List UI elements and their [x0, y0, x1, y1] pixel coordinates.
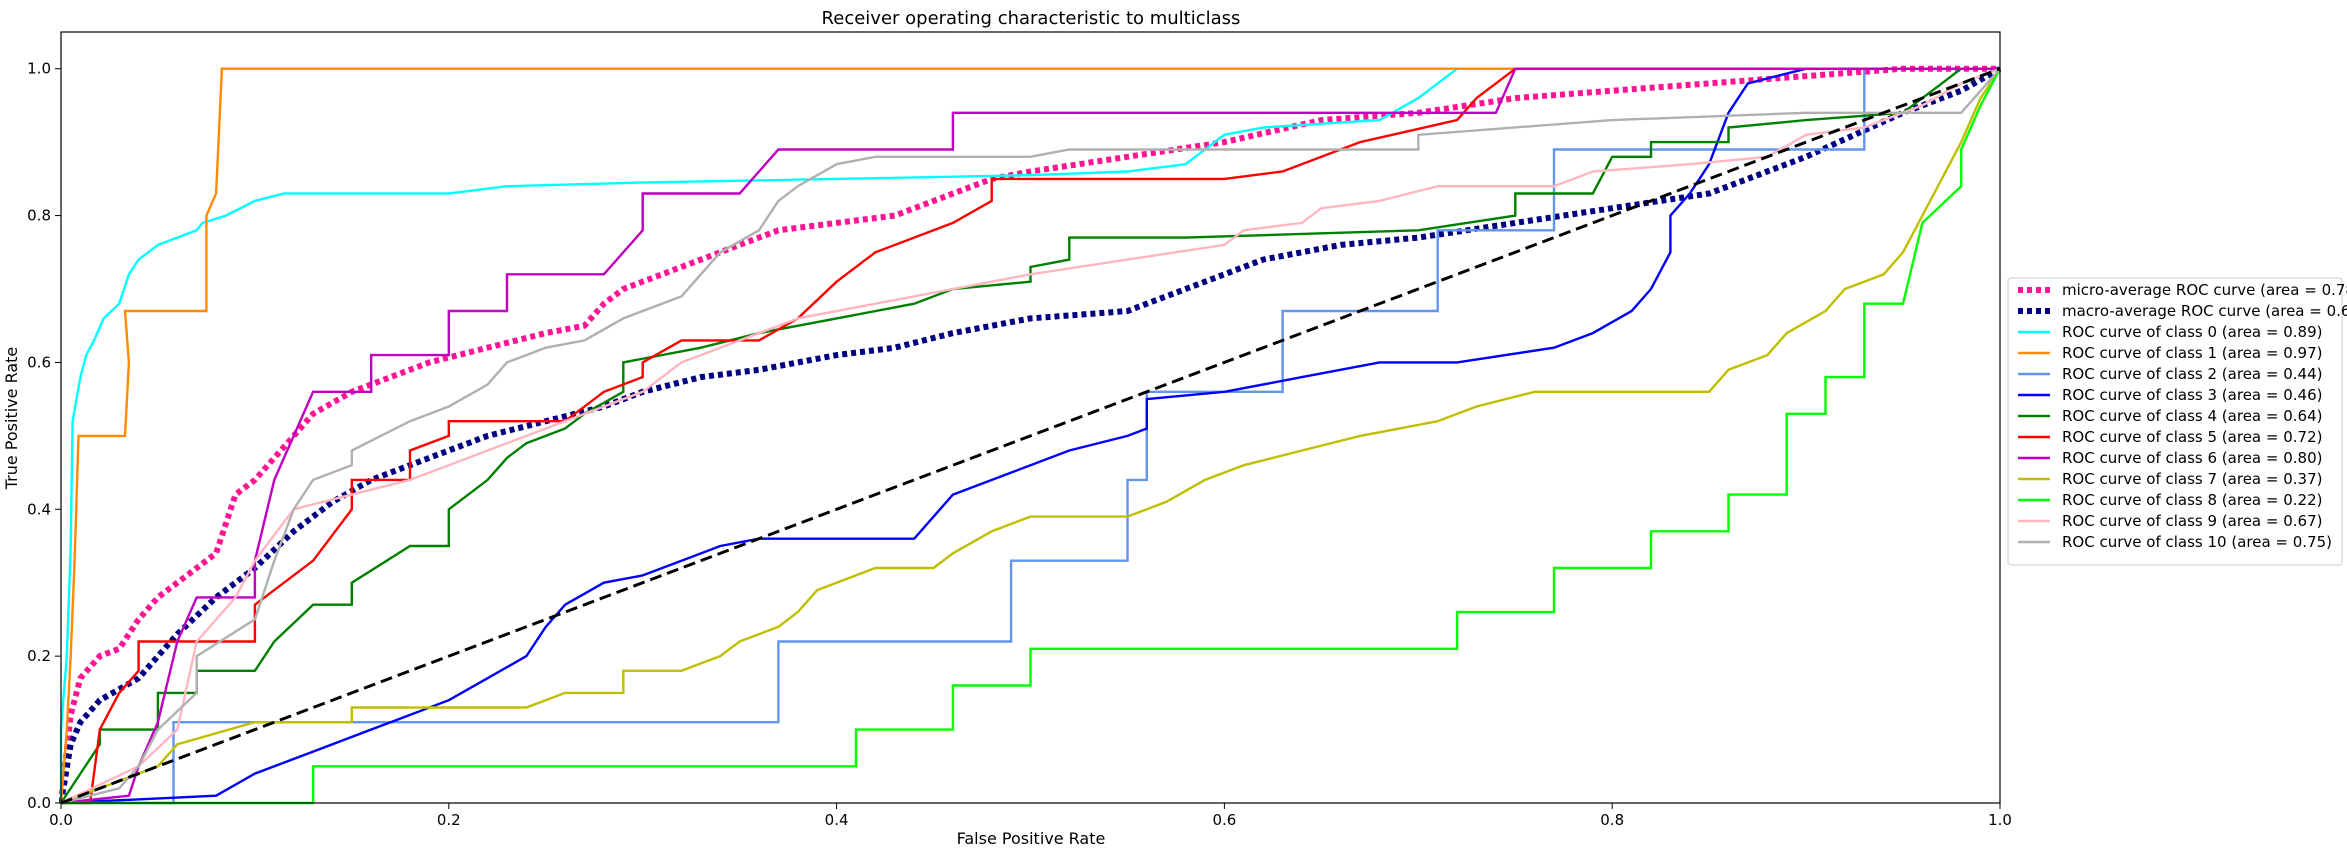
- x-axis-label: False Positive Rate: [957, 829, 1106, 848]
- legend-entry: ROC curve of class 2 (area = 0.44): [2062, 365, 2322, 383]
- y-tick-label: 0.8: [27, 207, 51, 225]
- series-line-0: [59, 65, 2000, 804]
- legend-entry: ROC curve of class 7 (area = 0.37): [2062, 470, 2322, 488]
- legend-entry: ROC curve of class 0 (area = 0.89): [2062, 323, 2322, 341]
- legend-entry: ROC curve of class 3 (area = 0.46): [2062, 386, 2322, 404]
- legend-entry: macro-average ROC curve (area = 0.63): [2062, 302, 2347, 320]
- series-line-1: [59, 66, 2002, 804]
- legend-entry: ROC curve of class 6 (area = 0.80): [2062, 449, 2322, 467]
- series-line-3: [59, 67, 2000, 804]
- x-tick-label: 1.0: [1988, 811, 2012, 829]
- legend-entry: ROC curve of class 8 (area = 0.22): [2062, 491, 2322, 509]
- legend-box: [2007, 277, 2343, 566]
- plot-frame: [60, 31, 2001, 804]
- series-line-12: [60, 67, 2001, 805]
- legend: micro-average ROC curve (area = 0.78) mac…: [2007, 277, 2347, 566]
- plot-area: [59, 65, 2002, 805]
- chart-title: Receiver operating characteristic to mul…: [822, 8, 1241, 29]
- legend-entry: ROC curve of class 4 (area = 0.64): [2062, 407, 2322, 425]
- y-tick-label: 0.2: [27, 647, 51, 665]
- y-tick-label: 0.4: [27, 500, 51, 518]
- y-axis: 0.0 0.2 0.4 0.6 0.8 1.0: [27, 60, 61, 812]
- series-line-4: [61, 67, 2000, 805]
- legend-entry: ROC curve of class 1 (area = 0.97): [2062, 344, 2322, 362]
- series-line-9: [60, 68, 2002, 805]
- series-line-8: [60, 67, 2000, 805]
- series-line-10: [61, 68, 2002, 805]
- y-tick-label: 0.6: [27, 353, 51, 371]
- legend-entry: micro-average ROC curve (area = 0.78): [2062, 281, 2347, 299]
- x-tick-label: 0.0: [49, 811, 73, 829]
- y-tick-label: 0.0: [27, 794, 51, 812]
- chance-diagonal-line: [60, 67, 2001, 805]
- x-axis: 0.0 0.2 0.4 0.6 0.8 1.0: [49, 803, 2012, 829]
- series-line-2: [59, 67, 2000, 803]
- x-tick-label: 0.6: [1212, 811, 1236, 829]
- y-tick-label: 1.0: [27, 60, 51, 78]
- series-line-5: [60, 67, 2000, 805]
- x-tick-label: 0.2: [437, 811, 461, 829]
- x-tick-label: 0.4: [825, 811, 849, 829]
- legend-entry: ROC curve of class 9 (area = 0.67): [2062, 512, 2322, 530]
- legend-entry: ROC curve of class 5 (area = 0.72): [2062, 428, 2322, 446]
- x-tick-label: 0.8: [1600, 811, 1624, 829]
- y-axis-label: True Positive Rate: [2, 347, 21, 491]
- legend-entry: ROC curve of class 10 (area = 0.75): [2062, 533, 2332, 551]
